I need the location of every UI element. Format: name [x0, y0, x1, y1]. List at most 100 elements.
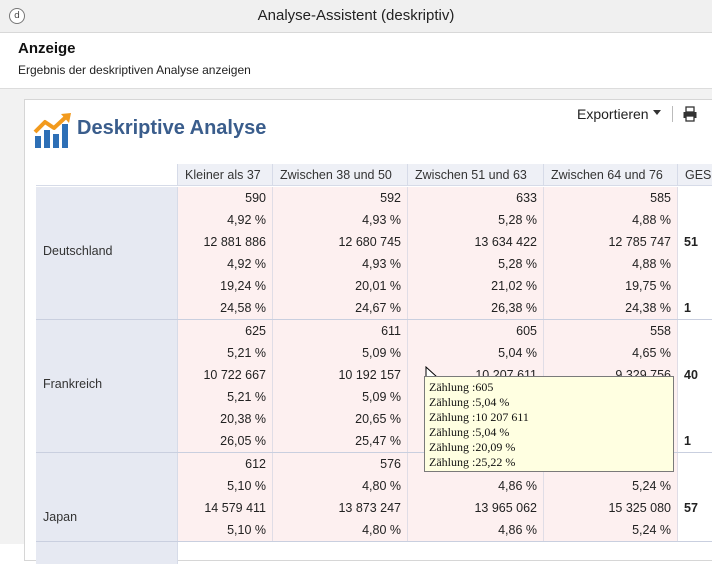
row-header-label: Japan	[43, 510, 78, 524]
table-cell[interactable]: 5,04 %	[408, 342, 544, 364]
row-header-frankreich[interactable]: Frankreich	[36, 320, 178, 453]
table-cell[interactable]: 1	[678, 297, 712, 319]
tooltip-line: Zählung :10 207 611	[429, 410, 529, 424]
table-cell[interactable]: 20,65 %	[273, 408, 408, 430]
table-cell[interactable]: 20,01 %	[273, 275, 408, 297]
table-cell[interactable]: 12 680 745	[273, 231, 408, 253]
group-divider	[36, 541, 712, 542]
table-cell[interactable]: 5,28 %	[408, 253, 544, 275]
table-cell[interactable]: 625	[178, 320, 273, 342]
table-cell[interactable]: 14 579 411	[178, 497, 273, 519]
table-cell[interactable]: 13 965 062	[408, 497, 544, 519]
table-cell[interactable]: 4,92 %	[178, 209, 273, 231]
table-cell[interactable]: 590	[178, 187, 273, 209]
table-cell[interactable]	[678, 209, 712, 231]
table-cell[interactable]: 24,38 %	[544, 297, 678, 319]
table-cell[interactable]: 12 881 886	[178, 231, 273, 253]
table-cell[interactable]: 612	[178, 453, 273, 475]
page-subtitle: Ergebnis der deskriptiven Analyse anzeig…	[18, 63, 251, 77]
table-cell[interactable]: 26,38 %	[408, 297, 544, 319]
table-cell[interactable]: 19,24 %	[178, 275, 273, 297]
table-cell[interactable]: 10 192 157	[273, 364, 408, 386]
table-cell[interactable]: 51	[678, 231, 712, 253]
table-cell[interactable]: 4,88 %	[544, 209, 678, 231]
table-cell[interactable]: 4,93 %	[273, 209, 408, 231]
table-cell[interactable]: 20,38 %	[178, 408, 273, 430]
table-cell[interactable]: 4,88 %	[544, 253, 678, 275]
printer-icon[interactable]	[682, 106, 698, 122]
chevron-down-icon[interactable]	[653, 110, 661, 115]
group-divider	[36, 452, 712, 453]
table-cell[interactable]: 5,24 %	[544, 475, 678, 497]
group-divider	[36, 319, 712, 320]
row-header-deutschland[interactable]: Deutschland	[36, 187, 178, 320]
table-cell[interactable]: 5,09 %	[273, 386, 408, 408]
column-header[interactable]: Zwischen 38 und 50	[273, 164, 408, 186]
tooltip-line: Zählung :5,04 %	[429, 395, 510, 409]
row-header-japan[interactable]: Japan	[36, 453, 178, 564]
table-cell[interactable]: 611	[273, 320, 408, 342]
table-cell[interactable]	[678, 408, 712, 430]
table-cell[interactable]: 5,21 %	[178, 342, 273, 364]
table-cell[interactable]: 25,47 %	[273, 430, 408, 452]
page-header: Anzeige Ergebnis der deskriptiven Analys…	[0, 33, 712, 89]
tooltip-line: Zählung :20,09 %	[429, 440, 516, 454]
table-cell[interactable]: 633	[408, 187, 544, 209]
table-cell[interactable]: 24,58 %	[178, 297, 273, 319]
table-cell[interactable]	[678, 386, 712, 408]
table-cell[interactable]: 605	[408, 320, 544, 342]
row-header-label: Frankreich	[43, 377, 103, 391]
table-cell[interactable]: 576	[273, 453, 408, 475]
table-cell[interactable]: 19,75 %	[544, 275, 678, 297]
content-area: Exportieren Deskriptive Analyse Kleiner …	[0, 89, 712, 564]
chart-trend-logo	[33, 113, 71, 148]
column-header[interactable]: GES	[678, 164, 712, 186]
table-cell[interactable]: 4,86 %	[408, 475, 544, 497]
table-cell[interactable]: 5,10 %	[178, 519, 273, 541]
column-header[interactable]: Zwischen 64 und 76	[544, 164, 678, 186]
table-cell[interactable]: 5,28 %	[408, 209, 544, 231]
table-cell[interactable]	[678, 342, 712, 364]
title-bar: d Analyse-Assistent (deskriptiv)	[0, 0, 712, 33]
table-cell[interactable]: 5,09 %	[273, 342, 408, 364]
table-cell[interactable]: 4,86 %	[408, 519, 544, 541]
table-cell[interactable]	[678, 519, 712, 541]
row-header-label: Deutschland	[43, 244, 113, 258]
export-button[interactable]: Exportieren	[577, 106, 649, 122]
table-cell[interactable]	[678, 275, 712, 297]
table-cell[interactable]	[678, 453, 712, 475]
table-cell[interactable]: 24,67 %	[273, 297, 408, 319]
table-cell[interactable]: 592	[273, 187, 408, 209]
table-cell[interactable]: 4,92 %	[178, 253, 273, 275]
table-cell[interactable]	[678, 187, 712, 209]
table-cell[interactable]: 12 785 747	[544, 231, 678, 253]
table-cell[interactable]: 558	[544, 320, 678, 342]
table-cell[interactable]: 13 873 247	[273, 497, 408, 519]
table-cell[interactable]: 4,65 %	[544, 342, 678, 364]
table-cell[interactable]: 13 634 422	[408, 231, 544, 253]
toolbar-divider	[672, 106, 673, 122]
table-cell[interactable]: 26,05 %	[178, 430, 273, 452]
table-cell[interactable]: 1	[678, 430, 712, 452]
tooltip-line: Zählung :605	[429, 380, 494, 394]
table-cell[interactable]	[678, 475, 712, 497]
table-cell[interactable]: 5,10 %	[178, 475, 273, 497]
table-cell[interactable]	[678, 253, 712, 275]
table-cell[interactable]: 5,21 %	[178, 386, 273, 408]
column-header[interactable]: Zwischen 51 und 63	[408, 164, 544, 186]
table-cell[interactable]	[678, 320, 712, 342]
table-cell[interactable]: 15 325 080	[544, 497, 678, 519]
table-cell[interactable]: 10 722 667	[178, 364, 273, 386]
table-cell[interactable]: 4,80 %	[273, 475, 408, 497]
table-cell[interactable]: 5,24 %	[544, 519, 678, 541]
table-cell[interactable]: 57	[678, 497, 712, 519]
table-cell[interactable]: 4,80 %	[273, 519, 408, 541]
table-cell[interactable]: 21,02 %	[408, 275, 544, 297]
app-icon[interactable]: d	[9, 8, 25, 24]
table-cell[interactable]: 585	[544, 187, 678, 209]
table-cell[interactable]: 40	[678, 364, 712, 386]
report-title: Deskriptive Analyse	[77, 117, 267, 139]
column-header[interactable]: Kleiner als 37	[178, 164, 273, 186]
report-panel: Exportieren Deskriptive Analyse Kleiner …	[24, 99, 712, 564]
table-cell[interactable]: 4,93 %	[273, 253, 408, 275]
